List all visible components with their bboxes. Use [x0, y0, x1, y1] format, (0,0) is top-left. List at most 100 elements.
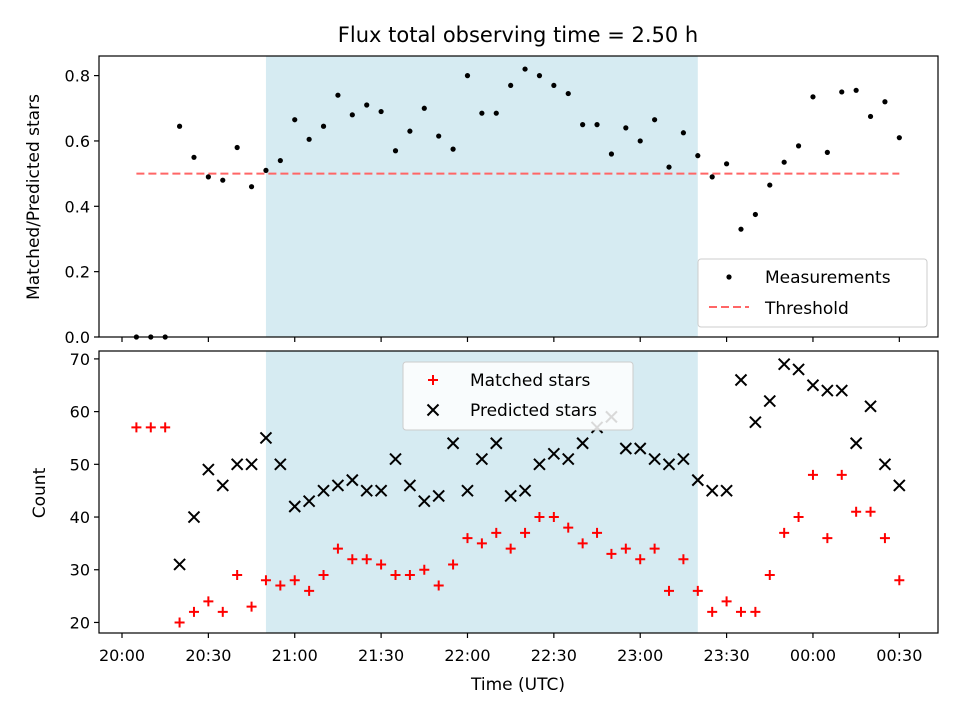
matched-stars-point — [174, 617, 185, 628]
measurement-point — [407, 128, 413, 134]
measurement-point — [392, 148, 399, 154]
predicted-stars-point — [734, 373, 748, 387]
matched-stars-point — [894, 575, 905, 586]
matched-stars-point — [865, 506, 876, 517]
matched-stars-point — [735, 606, 746, 617]
measurement-point — [464, 73, 471, 79]
y-tick-label: 50 — [70, 455, 90, 474]
predicted-stars-point — [720, 484, 733, 497]
predicted-stars-point — [878, 458, 892, 471]
matched-stars-point — [851, 506, 862, 517]
matched-stars-point — [606, 548, 617, 559]
predicted-stars-point — [317, 484, 330, 497]
x-tick-label: 20:00 — [99, 646, 145, 665]
predicted-stars-point — [274, 458, 287, 471]
matched-stars-point — [433, 580, 444, 591]
matched-stars-point — [678, 554, 689, 565]
measurement-point — [436, 133, 442, 139]
x-tick-label: 00:30 — [876, 646, 922, 665]
legend-threshold-label: Threshold — [764, 299, 849, 319]
measurement-point — [738, 226, 744, 232]
predicted-stars-point — [705, 484, 719, 497]
matched-stars-point — [520, 527, 531, 538]
measurement-point — [378, 108, 384, 115]
measurement-point — [320, 123, 327, 129]
measurement-point — [220, 177, 226, 183]
predicted-stars-point — [634, 442, 647, 455]
matched-stars-point — [563, 522, 574, 533]
plot-frame — [98, 55, 939, 338]
measurement-point — [479, 110, 485, 116]
predicted-stars-point — [864, 400, 877, 413]
x-tick-label: 21:30 — [358, 646, 404, 665]
bottom-plot: 20 30 40 50 60 70 20:00 20:30 21:00 21:30 22:00 22:… — [70, 350, 939, 665]
predicted-stars-point — [547, 447, 561, 460]
x-tick-label: 22:30 — [531, 646, 577, 665]
matched-stars-point — [361, 554, 372, 565]
measurement-point — [608, 151, 615, 157]
measurement-point — [450, 146, 456, 152]
chart-title: Flux total observing time = 2.50 h — [338, 23, 698, 47]
measurement-point — [623, 125, 629, 131]
matched-stars-point — [419, 564, 430, 575]
predicted-stars-point — [849, 437, 863, 450]
measurement-point — [248, 184, 255, 190]
matched-stars-point — [145, 422, 156, 433]
predicted-stars-point — [360, 484, 373, 497]
predicted-stars-point — [346, 473, 359, 487]
legend-top: Measurements Threshold — [697, 258, 928, 328]
matched-stars-point — [764, 570, 775, 581]
predicted-stars-point — [216, 479, 229, 492]
predicted-stars-point — [490, 437, 503, 450]
predicted-stars-point — [432, 489, 445, 503]
matched-stars-point — [577, 538, 588, 549]
measurement-point — [839, 89, 845, 95]
y-tick-label: 0.4 — [65, 197, 90, 216]
predicted-stars-point — [374, 484, 388, 497]
matched-stars-point — [404, 570, 415, 581]
plot-frame — [98, 350, 939, 634]
measurement-point — [176, 123, 183, 129]
predicted-stars-point — [792, 363, 805, 376]
matched-stars-point — [592, 527, 603, 538]
matched-stars-point — [721, 596, 732, 607]
measurement-point — [795, 143, 802, 149]
legend-top-box — [697, 258, 928, 328]
matched-stars-point — [707, 606, 718, 617]
predicted-stars-point — [245, 458, 258, 471]
predicted-stars-point — [806, 379, 820, 392]
measurement-point — [695, 153, 701, 159]
matched-stars-point — [879, 533, 890, 544]
legend-predicted-marker — [426, 403, 440, 417]
measurement-point — [306, 136, 312, 142]
matched-stars-point — [332, 543, 343, 554]
legend-bottom: Matched stars Predicted stars — [402, 361, 634, 431]
measurement-point — [637, 138, 643, 144]
matched-stars-point — [534, 512, 545, 523]
predicted-stars-point — [576, 437, 589, 450]
measurement-point — [536, 73, 543, 79]
matched-stars-point — [203, 596, 214, 607]
matched-stars-point — [750, 606, 761, 617]
matched-stars-point — [318, 570, 329, 581]
measurement-point — [867, 113, 874, 120]
matched-stars-point — [462, 533, 473, 544]
matched-stars-point — [505, 543, 516, 554]
measurement-point — [364, 102, 370, 108]
predicted-stars-point — [288, 500, 301, 513]
predicted-stars-point — [821, 384, 834, 397]
matched-stars-point — [476, 538, 487, 549]
x-tick-label: 00:00 — [790, 646, 836, 665]
y-tick-label: 0.2 — [65, 263, 90, 282]
y-tick-label: 60 — [70, 403, 90, 422]
predicted-stars-point — [504, 489, 517, 503]
matched-stars-point — [347, 554, 358, 565]
legend-bottom-box — [402, 361, 634, 431]
y-tick-label: 30 — [70, 561, 90, 580]
measurement-point — [810, 94, 816, 100]
measurement-point — [234, 144, 240, 151]
matched-stars-point — [620, 543, 631, 554]
predicted-stars-point — [749, 415, 762, 429]
measurement-point — [896, 135, 902, 141]
measurement-point — [752, 211, 758, 218]
